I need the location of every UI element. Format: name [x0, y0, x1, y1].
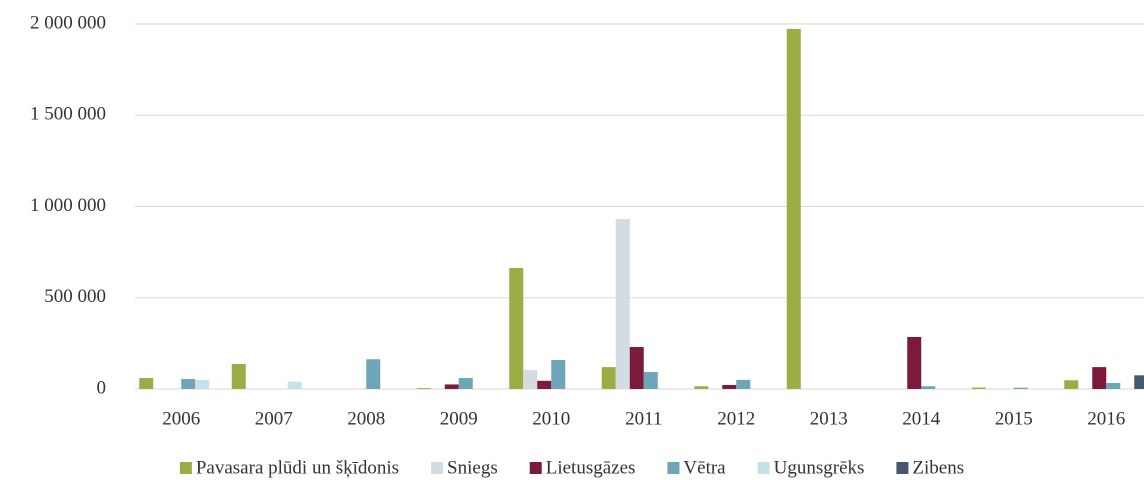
legend-swatch: [529, 462, 542, 474]
legend-swatch: [431, 462, 444, 474]
bar: [615, 218, 630, 389]
legend-label: Pavasara plūdi un šķīdonis: [196, 457, 399, 478]
legend-swatch: [757, 462, 770, 474]
bar: [1092, 367, 1107, 389]
bar: [1106, 382, 1121, 389]
legend-swatch: [896, 462, 909, 474]
bar: [736, 379, 751, 389]
x-tick-label: 2013: [810, 408, 848, 429]
bar: [195, 379, 210, 389]
bar: [458, 378, 473, 389]
x-tick-label: 2016: [1087, 408, 1125, 429]
bar: [231, 363, 246, 389]
x-tick-label: 2009: [440, 408, 478, 429]
bar: [287, 381, 302, 389]
bar: [537, 380, 552, 389]
bar: [694, 386, 709, 389]
bar: [786, 28, 801, 390]
y-tick-label: 0: [97, 377, 107, 398]
bar: [907, 336, 922, 389]
x-tick-label: 2011: [625, 408, 662, 429]
x-tick-label: 2010: [532, 408, 570, 429]
bar: [971, 387, 986, 389]
bar: [921, 386, 936, 389]
bar: [1134, 375, 1144, 389]
bar: [366, 359, 381, 389]
bar: [1013, 387, 1028, 389]
x-tick-label: 2015: [995, 408, 1033, 429]
legend-label: Vētra: [683, 457, 726, 478]
bar: [1064, 380, 1079, 389]
legend-label: Ugunsgrēks: [774, 457, 865, 478]
legend-swatch: [179, 462, 192, 474]
legend-label: Sniegs: [447, 457, 498, 478]
bar: [629, 347, 644, 389]
x-tick-label: 2006: [162, 408, 200, 429]
y-tick-label: 500 000: [44, 286, 106, 307]
y-tick-label: 1 000 000: [30, 195, 106, 216]
bar: [722, 384, 737, 389]
bar: [601, 367, 616, 389]
x-tick-label: 2012: [717, 408, 755, 429]
y-tick-label: 1 500 000: [30, 104, 106, 125]
x-tick-label: 2007: [255, 408, 293, 429]
bar: [181, 378, 196, 389]
legend-label: Zibens: [912, 457, 964, 478]
bar: [643, 372, 658, 389]
legend-swatch: [667, 462, 680, 474]
bar: [551, 359, 566, 389]
legend-label: Lietusgāzes: [546, 457, 636, 478]
x-tick-label: 2008: [347, 408, 385, 429]
x-tick-label: 2014: [902, 408, 941, 429]
bar: [523, 370, 538, 389]
bar: [444, 384, 459, 389]
bar: [139, 378, 154, 389]
bar: [416, 388, 431, 389]
y-tick-label: 2 000 000: [30, 12, 106, 33]
bar: [509, 268, 524, 389]
